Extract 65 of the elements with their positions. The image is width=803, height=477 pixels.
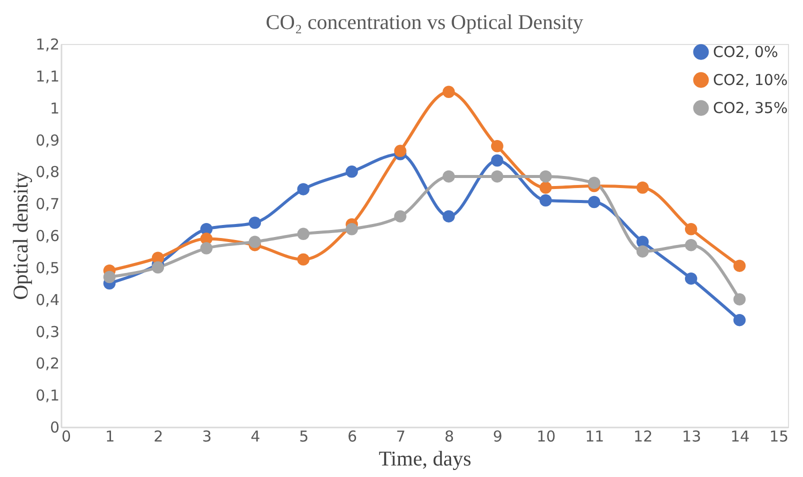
point bbox=[297, 228, 310, 240]
point bbox=[636, 182, 649, 194]
y-tick-label: 0,9 bbox=[36, 131, 60, 150]
y-tick-label: 0,1 bbox=[36, 386, 60, 405]
y-tick-label: 1,2 bbox=[36, 36, 60, 54]
point bbox=[248, 236, 261, 248]
y-tick-label: 0,2 bbox=[36, 354, 60, 373]
y-tick-label: 0,4 bbox=[36, 290, 60, 309]
point bbox=[588, 176, 600, 189]
x-tick-label: 12 bbox=[634, 428, 653, 446]
x-tick-label: 6 bbox=[348, 428, 358, 446]
point bbox=[540, 170, 552, 183]
point bbox=[200, 242, 213, 254]
y-tick-label: 0,7 bbox=[36, 195, 60, 214]
point bbox=[346, 166, 358, 178]
point bbox=[684, 272, 698, 285]
legend-label: CO2, 35% bbox=[713, 99, 788, 117]
x-tick-label: 3 bbox=[202, 428, 212, 446]
legend-label: CO2, 0% bbox=[713, 43, 778, 61]
y-tick-label: 0,8 bbox=[36, 163, 60, 182]
point bbox=[394, 144, 406, 158]
x-tick-label: 2 bbox=[154, 428, 164, 446]
point bbox=[636, 245, 649, 258]
x-axis-title: Time, days bbox=[378, 446, 472, 470]
y-tick-label: 1 bbox=[50, 99, 60, 118]
point bbox=[684, 238, 698, 252]
point bbox=[491, 170, 504, 183]
y-tick-label: 0,5 bbox=[36, 258, 60, 277]
point bbox=[733, 260, 746, 272]
x-tick-label: 13 bbox=[682, 428, 702, 446]
x-tick-label: 0 bbox=[62, 428, 72, 446]
x-tick-label: 4 bbox=[250, 428, 260, 446]
y-axis-title: Optical density bbox=[8, 172, 33, 300]
x-tick-label: 9 bbox=[492, 428, 502, 446]
point bbox=[442, 170, 455, 183]
x-tick-label: 14 bbox=[730, 428, 750, 446]
point bbox=[152, 261, 164, 274]
point bbox=[491, 154, 504, 167]
point bbox=[394, 210, 406, 222]
point bbox=[684, 223, 698, 236]
point bbox=[442, 86, 455, 98]
point bbox=[588, 196, 600, 208]
x-tick-label: 10 bbox=[536, 428, 556, 446]
x-tick-label: 1 bbox=[105, 428, 115, 446]
point bbox=[103, 270, 116, 284]
legend-label: CO2, 10% bbox=[713, 71, 788, 89]
point bbox=[297, 253, 310, 266]
point bbox=[733, 314, 746, 326]
x-tick-label: 5 bbox=[299, 428, 309, 446]
point bbox=[248, 216, 261, 229]
chart-title: CO₂ concentration vs Optical Density bbox=[266, 10, 584, 34]
x-tick-label: 7 bbox=[396, 428, 406, 446]
y-tick-label: 0,6 bbox=[36, 227, 60, 245]
point bbox=[442, 210, 455, 222]
point bbox=[733, 293, 746, 306]
point bbox=[540, 182, 552, 194]
y-tick-label: 1,1 bbox=[36, 67, 60, 86]
point bbox=[297, 183, 310, 196]
point bbox=[346, 223, 358, 236]
x-tick-label: 8 bbox=[444, 428, 454, 446]
x-tick-label: 15 bbox=[769, 428, 788, 446]
y-tick-label: 0,3 bbox=[36, 322, 60, 341]
x-tick-label: 11 bbox=[585, 428, 604, 446]
point bbox=[491, 140, 504, 152]
point bbox=[540, 194, 552, 207]
